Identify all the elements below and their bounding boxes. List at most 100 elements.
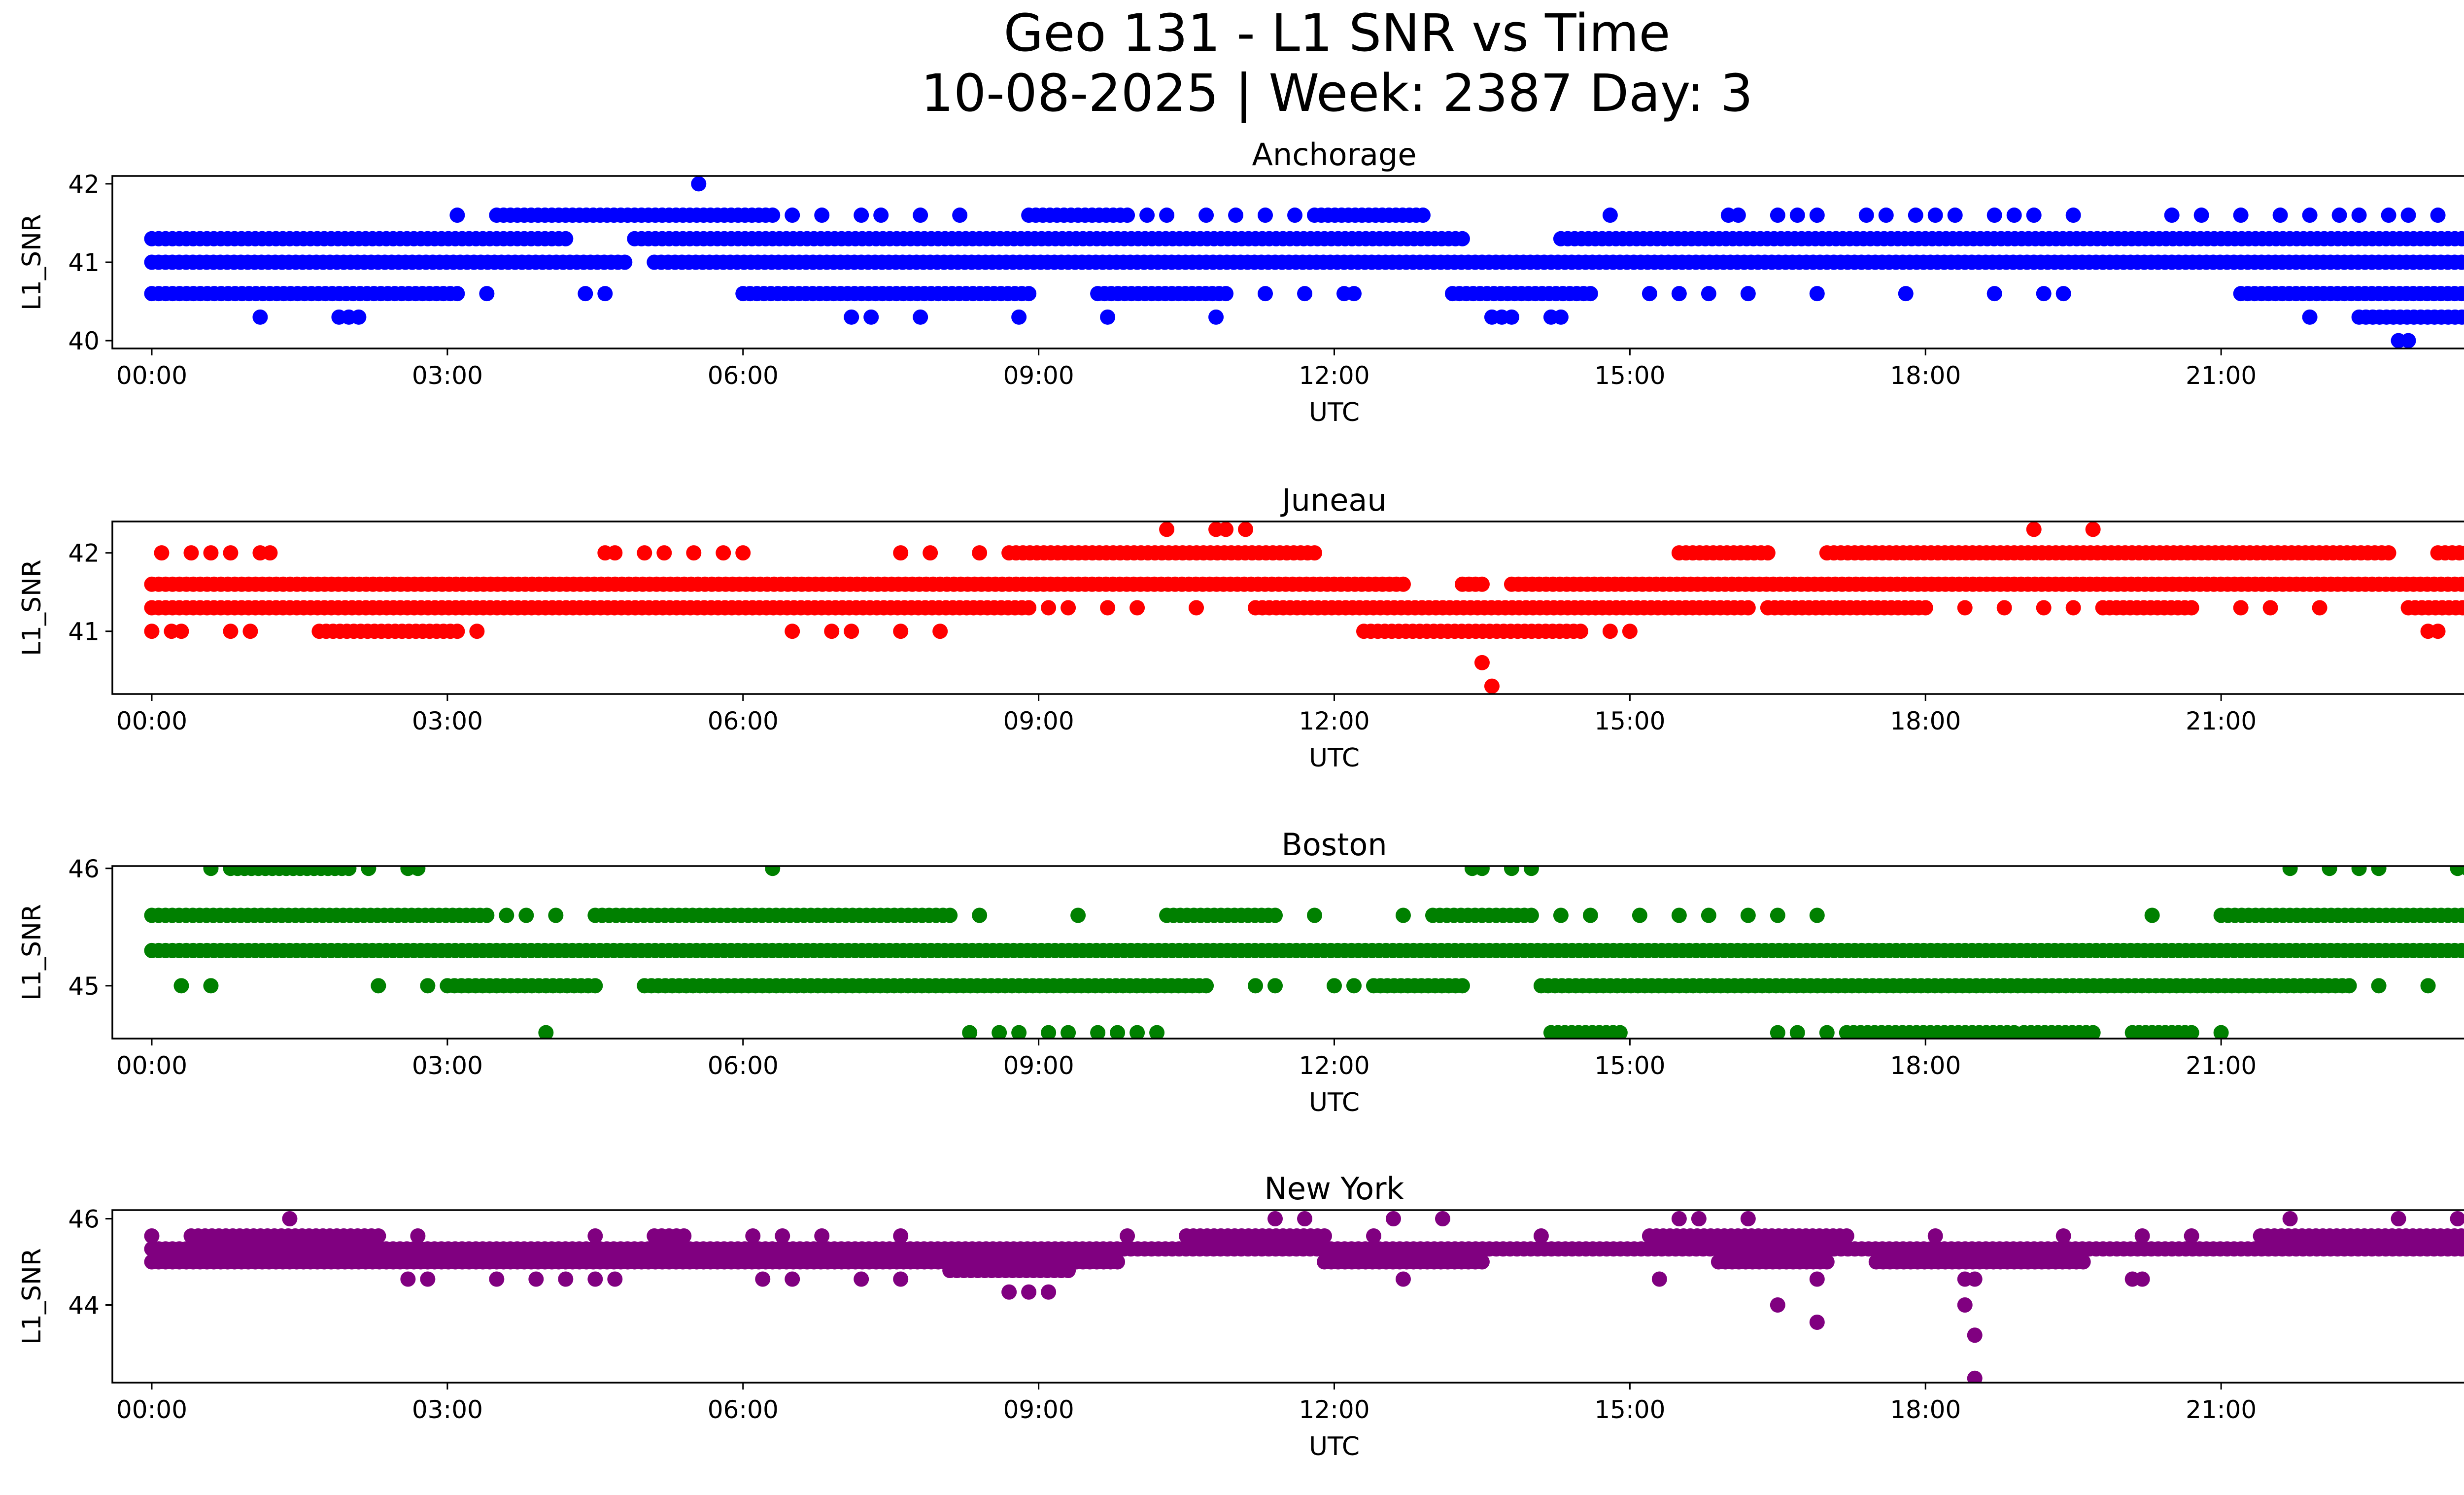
- data-point: [2420, 978, 2436, 994]
- data-point: [1346, 978, 1362, 994]
- data-point: [2262, 600, 2278, 616]
- data-point: [854, 1271, 869, 1287]
- data-point: [913, 208, 928, 223]
- data-point: [1809, 1271, 1825, 1287]
- data-point: [223, 545, 239, 561]
- y-tick-label: 46: [68, 1205, 100, 1234]
- y-tick-label: 42: [68, 539, 100, 568]
- data-point: [2065, 208, 2081, 223]
- data-point: [2302, 309, 2318, 325]
- data-point: [2341, 978, 2357, 994]
- data-point: [1238, 522, 1254, 537]
- data-point: [814, 1228, 830, 1244]
- data-point: [1740, 907, 1756, 923]
- data-point: [587, 1271, 603, 1287]
- data-point: [863, 309, 879, 325]
- data-point: [1366, 1228, 1381, 1244]
- data-point: [932, 624, 948, 639]
- data-point: [2282, 866, 2298, 876]
- x-tick-label: 21:00: [2186, 707, 2257, 735]
- data-point: [1553, 907, 1569, 923]
- data-point: [144, 624, 160, 639]
- x-tick-label: 03:00: [412, 1051, 483, 1080]
- data-point: [1454, 231, 1470, 246]
- data-point: [755, 1271, 771, 1287]
- data-point: [1770, 208, 1785, 223]
- data-point: [1100, 600, 1116, 616]
- data-point: [2461, 311, 2464, 323]
- data-point: [2085, 522, 2101, 537]
- data-point: [1839, 1228, 1854, 1244]
- data-point: [1730, 208, 1746, 223]
- data-point: [597, 286, 613, 302]
- data-point: [1189, 600, 1204, 616]
- x-axis-label: UTC: [1309, 743, 1360, 773]
- data-point: [1474, 1254, 1490, 1270]
- data-point: [1297, 286, 1313, 302]
- data-point: [361, 866, 376, 876]
- data-point: [1129, 600, 1145, 616]
- x-tick-label: 03:00: [412, 707, 483, 735]
- data-point: [203, 978, 219, 994]
- data-point: [528, 1271, 544, 1287]
- y-tick-label: 40: [68, 327, 100, 355]
- data-point: [2462, 602, 2464, 614]
- data-point: [1474, 576, 1490, 592]
- data-point: [1474, 866, 1490, 876]
- data-point: [1947, 208, 1963, 223]
- x-tick-label: 21:00: [2186, 1051, 2257, 1080]
- data-point: [2144, 907, 2160, 923]
- x-tick-label: 15:00: [1594, 1051, 1665, 1080]
- data-point: [371, 1228, 386, 1244]
- series-anchorage: [144, 176, 2464, 348]
- data-point: [2454, 309, 2464, 325]
- data-point: [203, 866, 219, 876]
- data-point: [2006, 208, 2022, 223]
- data-point: [1573, 624, 1588, 639]
- data-point: [745, 1228, 761, 1244]
- data-point: [479, 286, 495, 302]
- data-point: [2134, 1271, 2150, 1287]
- data-point: [2461, 944, 2464, 957]
- data-point: [1100, 309, 1116, 325]
- data-point: [1967, 1271, 1983, 1287]
- data-point: [2454, 286, 2464, 302]
- y-tick-label: 41: [68, 248, 100, 277]
- x-tick-label: 09:00: [1003, 707, 1074, 735]
- x-tick-label: 09:00: [1003, 1051, 1074, 1080]
- data-point: [252, 309, 268, 325]
- data-point: [578, 286, 593, 302]
- data-point: [716, 545, 731, 561]
- data-point: [1346, 286, 1362, 302]
- data-point: [893, 1271, 909, 1287]
- data-point: [351, 309, 367, 325]
- data-point: [607, 545, 623, 561]
- x-tick-label: 03:00: [412, 1395, 483, 1424]
- x-tick-label: 09:00: [1003, 361, 1074, 390]
- data-point: [518, 907, 534, 923]
- data-point: [2454, 907, 2464, 923]
- data-point: [1021, 286, 1037, 302]
- data-point: [2371, 866, 2387, 876]
- data-point: [1474, 655, 1490, 670]
- data-point: [420, 1271, 436, 1287]
- data-point: [1011, 1025, 1027, 1039]
- data-point: [765, 866, 781, 876]
- data-point: [992, 1025, 1007, 1039]
- data-point: [1809, 1315, 1825, 1330]
- data-point: [923, 545, 938, 561]
- data-point: [2381, 545, 2396, 561]
- data-point: [479, 907, 495, 923]
- data-point: [913, 309, 928, 325]
- data-point: [893, 624, 909, 639]
- data-point: [2461, 909, 2464, 922]
- data-point: [1415, 208, 1431, 223]
- data-point: [2184, 1228, 2199, 1244]
- x-tick-label: 12:00: [1299, 707, 1369, 735]
- data-point: [400, 1271, 416, 1287]
- data-point: [2055, 286, 2071, 302]
- data-point: [1267, 1211, 1283, 1226]
- data-point: [1041, 600, 1057, 616]
- data-point: [1110, 1254, 1126, 1270]
- data-point: [203, 545, 219, 561]
